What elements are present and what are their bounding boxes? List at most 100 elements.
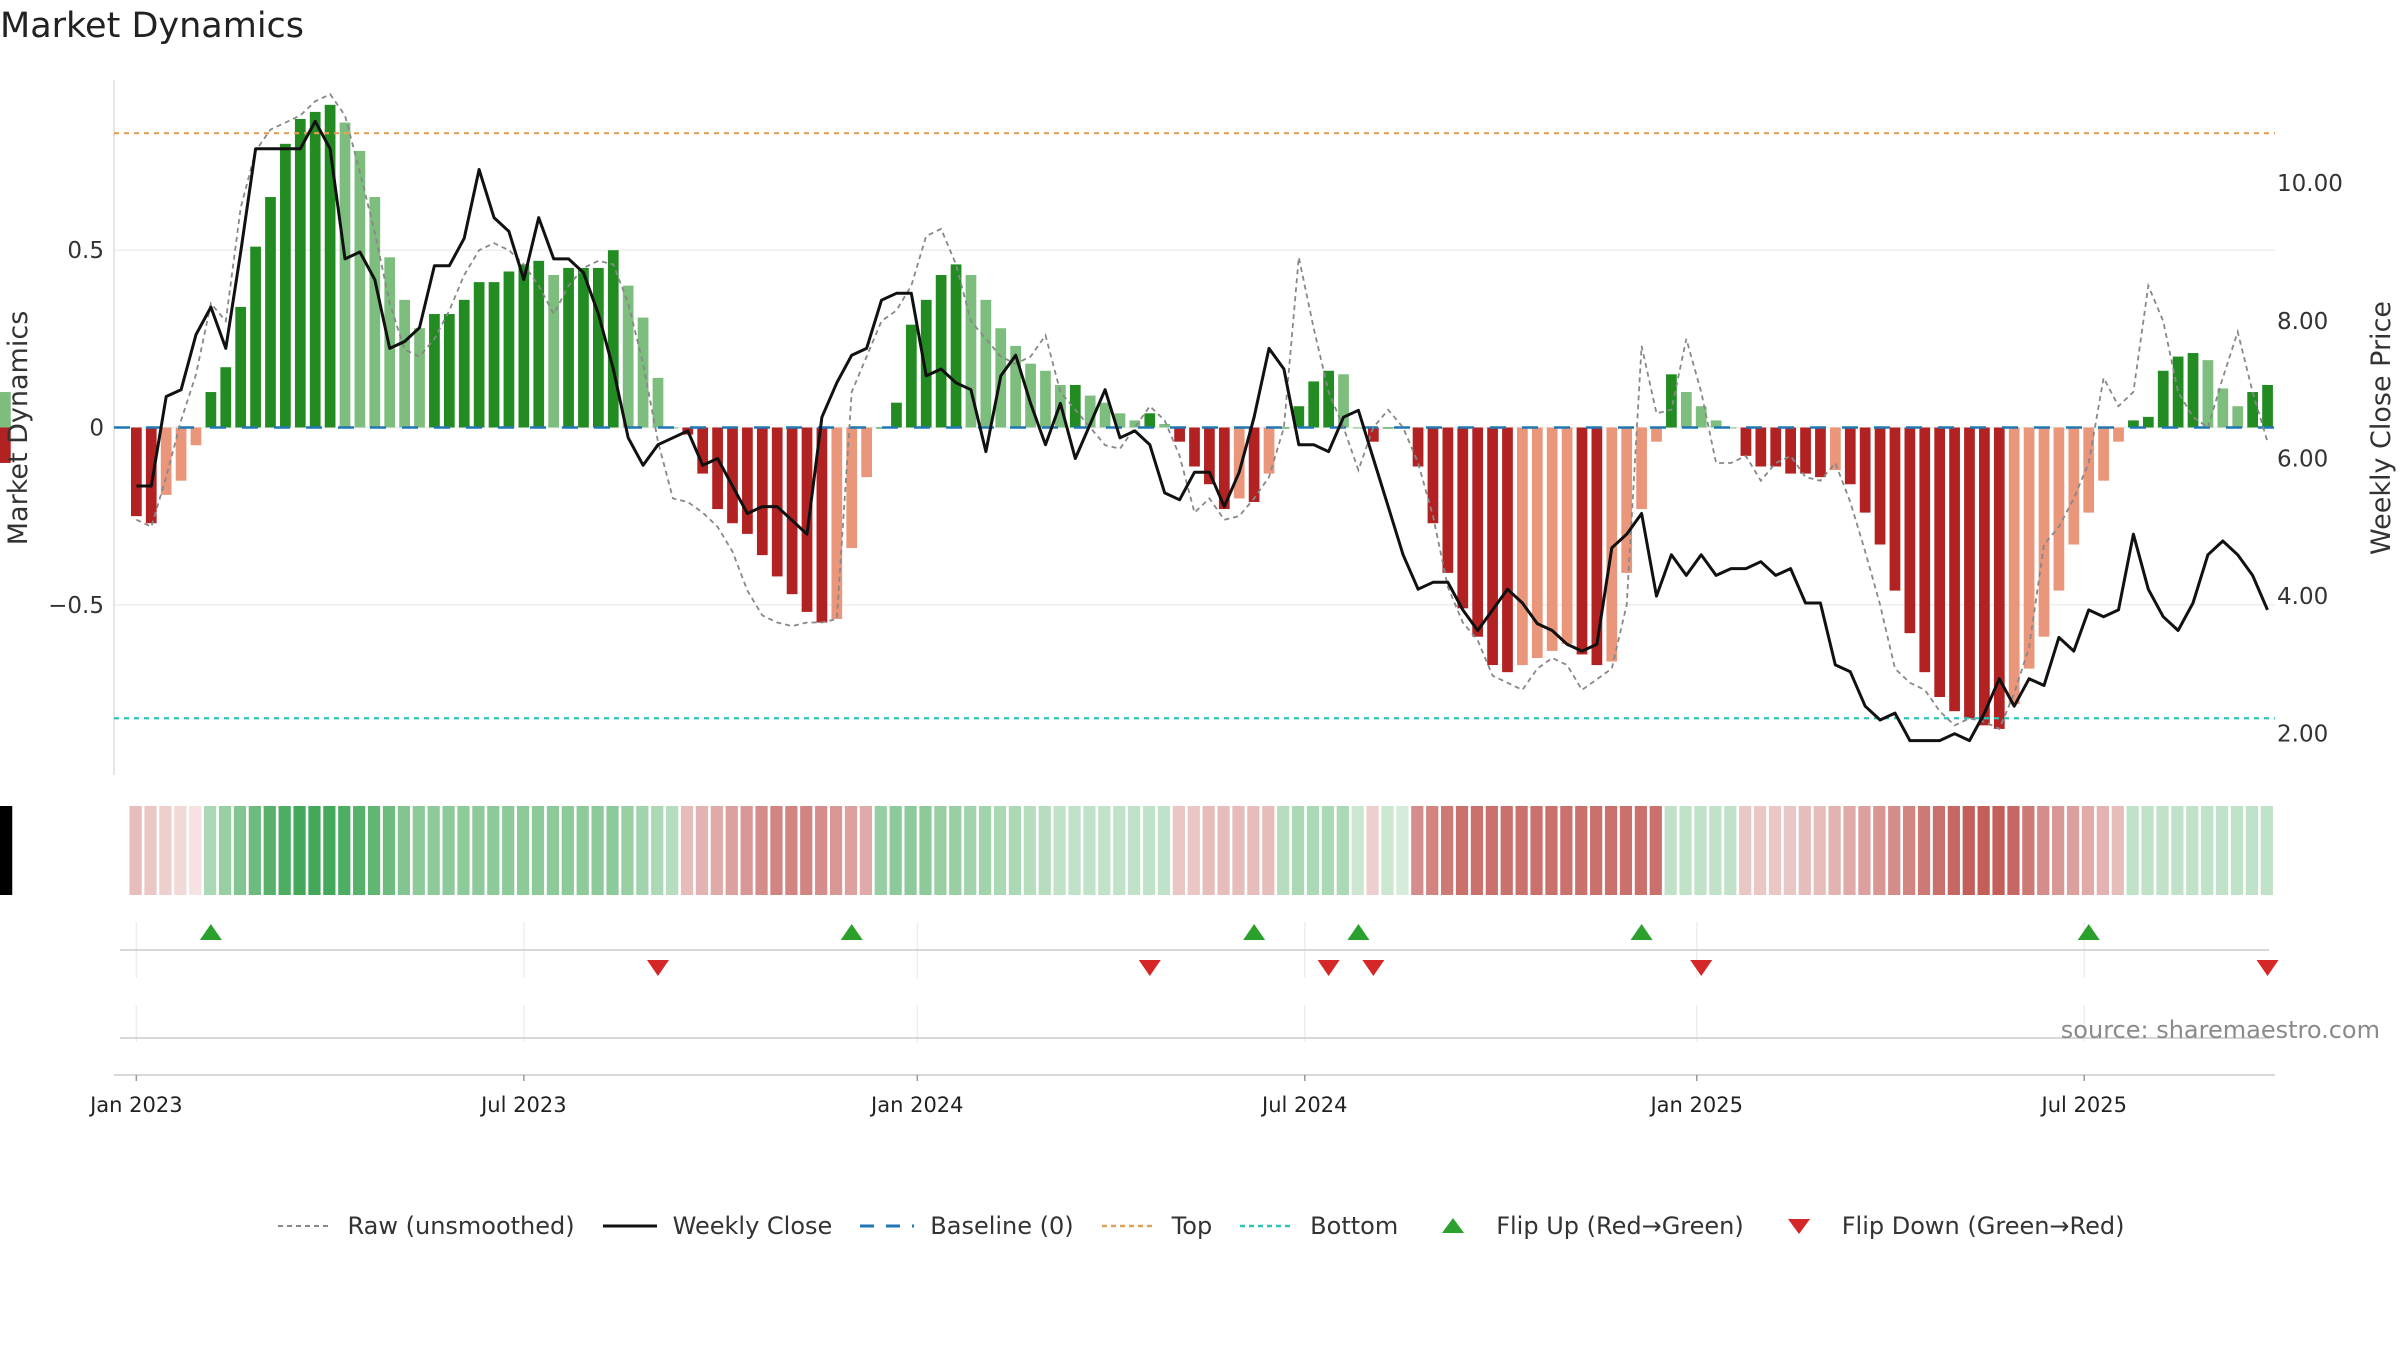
regime-strip-cell xyxy=(218,806,232,895)
dynamics-bar xyxy=(1561,427,1573,644)
dynamics-bar xyxy=(891,402,902,428)
regime-strip-cell xyxy=(1455,806,1469,895)
dynamics-bar xyxy=(1069,384,1081,428)
dynamics-bar xyxy=(727,427,738,524)
dynamics-bar xyxy=(548,275,560,428)
regime-strip-cell xyxy=(1485,806,1498,895)
dynamics-bar xyxy=(2053,427,2065,591)
regime-strip-cell xyxy=(397,806,410,895)
dynamics-bar xyxy=(265,197,276,428)
regime-strip-cell xyxy=(2201,806,2214,895)
dynamics-bars xyxy=(0,104,2273,729)
dynamics-bar xyxy=(2187,353,2199,428)
regime-strip-cell xyxy=(442,806,455,895)
flip-down-marker xyxy=(646,960,669,976)
dynamics-bar xyxy=(414,328,425,428)
legend-swatch-baseline xyxy=(860,1224,915,1228)
y-axis-label: Market Dynamics xyxy=(3,311,34,546)
y2-axis-label: Weekly Close Price xyxy=(2366,301,2397,555)
regime-strip-cell xyxy=(1232,806,1245,895)
regime-strip-cell xyxy=(1932,806,1946,895)
legend-item-flip_up: Flip Up (Red→Green) xyxy=(1424,1212,1744,1240)
dynamics-bar xyxy=(1293,406,1305,428)
regime-strip-cell xyxy=(502,806,515,895)
legend-item-close: Weekly Close xyxy=(601,1212,832,1240)
regime-strip-cell xyxy=(1917,806,1931,895)
dynamics-bar xyxy=(1382,427,1394,429)
dynamics-bar xyxy=(1084,395,1096,428)
legend-swatch-close xyxy=(602,1224,657,1228)
flip-down-marker xyxy=(1138,960,1161,976)
regime-strip-cell xyxy=(2081,806,2095,895)
x-tick-label: Jan 2024 xyxy=(869,1093,964,1117)
regime-strip-cell xyxy=(1634,806,1647,895)
dynamics-bar xyxy=(1472,427,1484,637)
regime-strip-cell xyxy=(666,806,679,895)
dynamics-bar xyxy=(533,260,545,428)
dynamics-bar xyxy=(1025,363,1036,428)
dynamics-bar xyxy=(235,306,247,428)
dynamics-bar xyxy=(1502,427,1513,673)
regime-strip-cell xyxy=(904,806,917,895)
regime-strip-cell xyxy=(2215,806,2229,895)
chart-title: Market Dynamics xyxy=(0,6,305,46)
regime-strip-cell xyxy=(2171,806,2184,895)
regime-strip xyxy=(0,806,2273,895)
flip-up-marker xyxy=(1630,924,1653,940)
regime-strip-cell xyxy=(591,806,604,895)
flip-markers xyxy=(199,924,2279,976)
dynamics-bar xyxy=(1263,427,1275,474)
regime-strip-cell xyxy=(1604,806,1618,895)
regime-strip-cell xyxy=(1813,806,1826,895)
legend-item-baseline: Baseline (0) xyxy=(858,1212,1074,1240)
regime-strip-cell xyxy=(740,806,753,895)
dynamics-bar xyxy=(145,427,157,524)
regime-strip-cell xyxy=(2260,806,2273,895)
regime-strip-cell xyxy=(576,806,589,895)
dynamics-bar xyxy=(458,299,470,428)
regime-strip-cell xyxy=(1977,806,1990,895)
dynamics-bar xyxy=(592,267,604,428)
regime-strip-cell xyxy=(1202,806,1215,895)
dynamics-bar xyxy=(742,427,753,534)
regime-strip-cell xyxy=(263,806,276,895)
regime-strip-cell xyxy=(695,806,709,895)
regime-strip-cell xyxy=(1306,806,1320,895)
regime-strip-cell xyxy=(1739,806,1752,895)
regime-strip-cell xyxy=(1992,806,2005,895)
dynamics-bar xyxy=(1323,370,1334,428)
legend-label: Raw (unsmoothed) xyxy=(347,1212,575,1240)
source-credit: source: sharemaestro.com xyxy=(2060,1016,2380,1044)
regime-strip-cell xyxy=(2230,806,2244,895)
regime-strip-cell xyxy=(1411,806,1424,895)
regime-strip-cell xyxy=(487,806,500,895)
dynamics-bar xyxy=(1114,413,1126,428)
dynamics-bar xyxy=(1427,427,1439,524)
dynamics-bar xyxy=(2068,427,2080,545)
dynamics-bar xyxy=(2232,406,2244,428)
dynamics-bar xyxy=(846,427,858,549)
axis-labels: Market Dynamics Weekly Close Price xyxy=(3,301,2397,555)
legend-swatch-bottom xyxy=(1240,1224,1295,1228)
dynamics-bar xyxy=(1576,427,1588,655)
dynamics-bar xyxy=(1546,427,1558,651)
dynamics-bar xyxy=(1278,427,1290,429)
y2-tick-label: 4.00 xyxy=(2277,584,2328,610)
legend-label: Flip Up (Red→Green) xyxy=(1496,1212,1744,1240)
regime-strip-cell xyxy=(1113,806,1126,895)
dynamics-bar xyxy=(1144,413,1156,428)
dynamics-bar xyxy=(1874,427,1886,545)
x-tick-label: Jul 2024 xyxy=(1260,1093,1347,1117)
dynamics-bar xyxy=(652,377,664,428)
dynamics-bar xyxy=(876,427,887,429)
dynamics-bar xyxy=(1442,427,1454,573)
y-tick-label: −0.5 xyxy=(48,593,104,619)
dynamics-bar xyxy=(2217,388,2229,428)
regime-strip-cell xyxy=(2037,806,2050,895)
regime-strip-cell xyxy=(1545,806,1558,895)
x-tick-label: Jul 2025 xyxy=(2040,1093,2127,1117)
dynamics-bar xyxy=(1666,374,1677,428)
regime-strip-cell xyxy=(1291,806,1305,895)
flip-up-marker xyxy=(1347,924,1370,940)
regime-strip-cell xyxy=(1083,806,1096,895)
